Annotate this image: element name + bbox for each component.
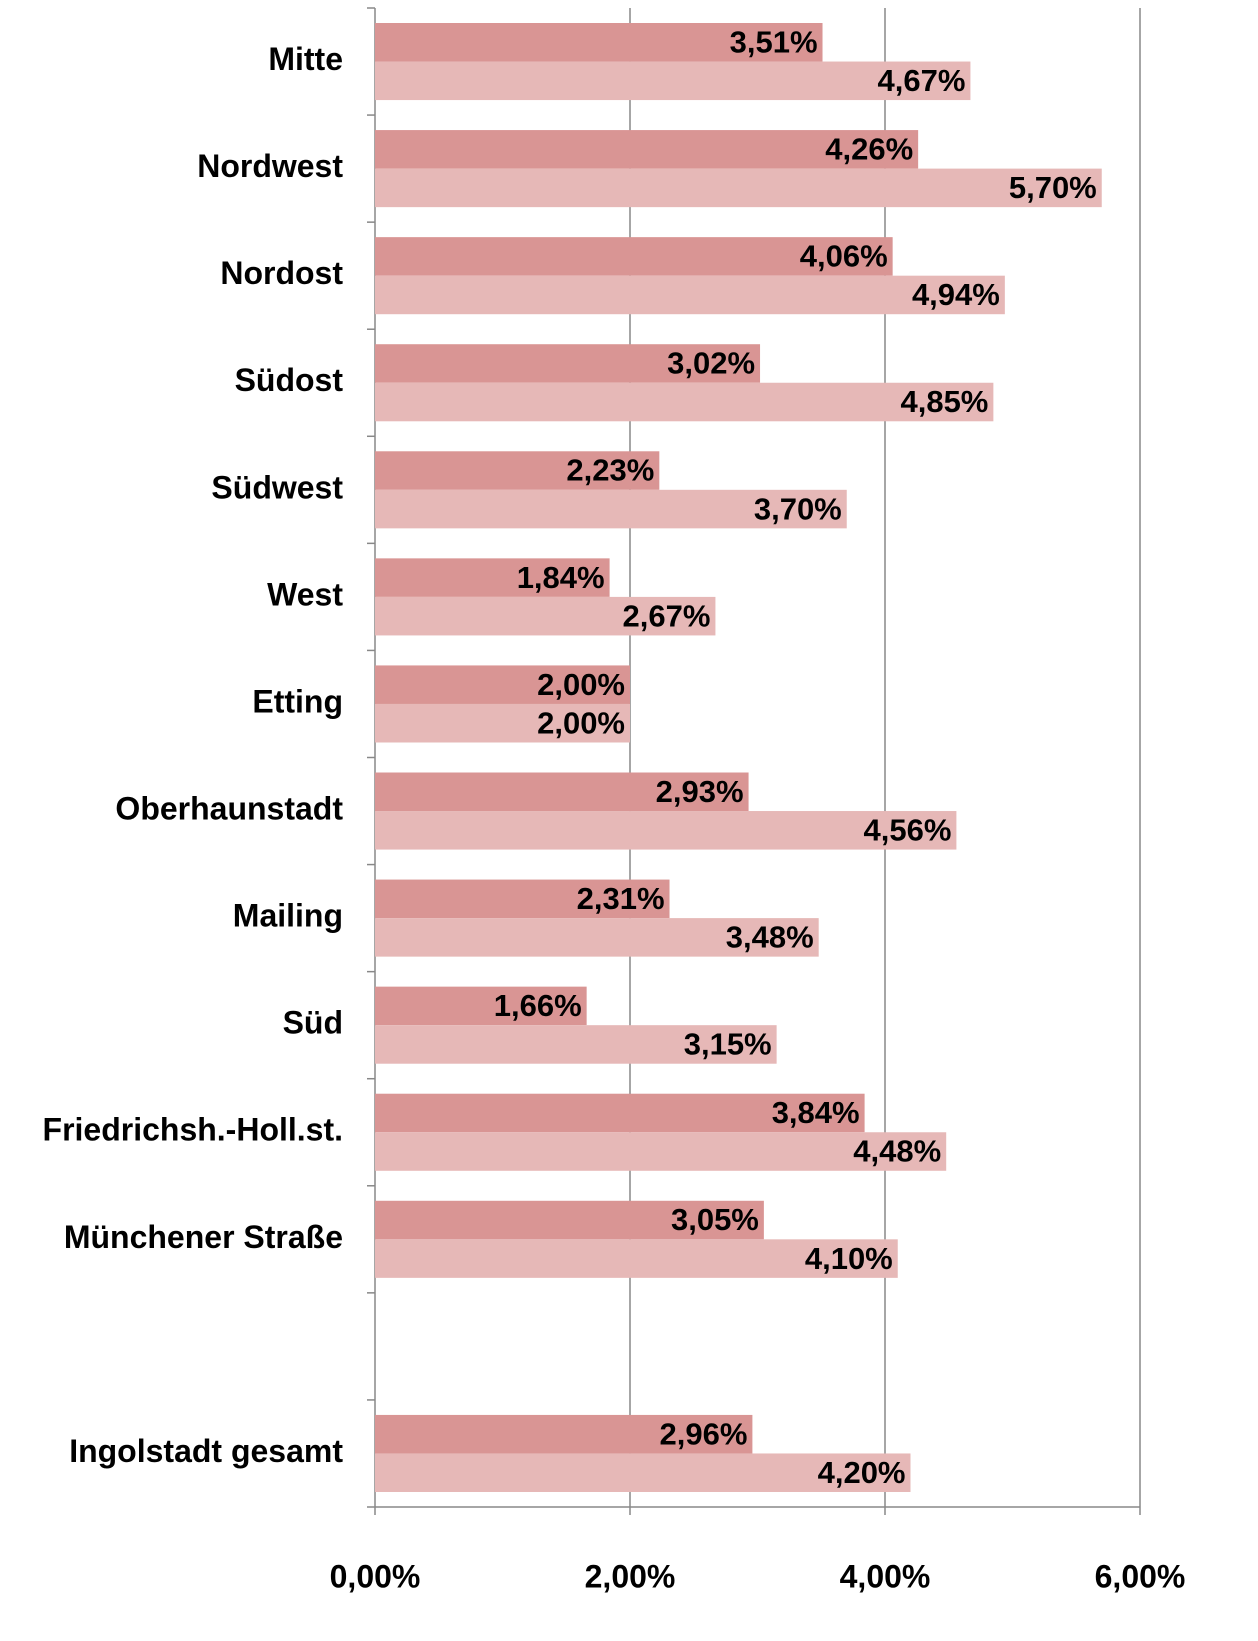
bar [375,879,670,919]
bar [375,451,660,490]
bar [375,237,893,276]
value-label: 5,70% [1009,170,1097,205]
bar [375,1132,947,1171]
category-label: Münchener Straße [64,1219,343,1255]
bar [375,1200,764,1240]
category-label: Süd [283,1005,343,1041]
bar [375,1239,898,1278]
bar [375,1025,777,1064]
value-label: 3,02% [667,346,755,381]
category-label: Oberhaunstadt [115,790,343,826]
bar [375,665,630,704]
category-label: Nordost [220,255,343,291]
bar [375,275,1005,315]
value-label: 4,56% [863,812,951,847]
bar [375,811,957,850]
value-label: 2,93% [656,774,744,809]
bar [375,772,749,812]
value-label: 3,70% [754,491,842,526]
x-tick-label: 2,00% [585,1558,676,1594]
value-label: 4,67% [878,63,966,98]
category-label: Friedrichsh.-Holl.st. [43,1112,343,1148]
bar [375,703,630,743]
value-label: 4,85% [900,384,988,419]
value-label: 4,06% [800,239,888,274]
value-label: 3,15% [684,1027,772,1062]
value-label: 2,96% [659,1416,747,1451]
value-label: 4,48% [853,1134,941,1169]
value-label: 2,23% [566,453,654,488]
bar [375,986,587,1026]
category-label: Südost [235,362,344,398]
value-label: 2,67% [623,598,711,633]
value-label: 4,10% [805,1241,893,1276]
category-label: Nordwest [197,148,343,184]
value-label: 4,20% [818,1455,906,1490]
bar [375,1414,753,1454]
bar [375,130,919,169]
value-label: 2,31% [577,881,665,916]
value-label: 1,66% [494,988,582,1023]
bar [375,61,971,101]
value-label: 2,00% [537,667,625,702]
value-label: 3,05% [671,1202,759,1237]
category-label: Mailing [233,898,343,934]
bar [375,168,1102,208]
bar [375,344,761,383]
category-label: Mitte [268,41,343,77]
value-label: 4,26% [825,132,913,167]
category-label: West [267,576,343,612]
value-label: 2,00% [537,705,625,740]
category-label: Südwest [211,469,343,505]
value-label: 4,94% [912,277,1000,312]
bar [375,596,716,636]
bar [375,23,823,62]
bar [375,1093,865,1133]
bar [375,558,610,597]
bar [375,382,994,422]
x-tick-label: 4,00% [840,1558,931,1594]
value-label: 3,51% [730,24,818,59]
value-label: 3,84% [772,1095,860,1130]
bar [375,918,819,957]
bar [375,1453,911,1492]
category-label: Etting [252,683,343,719]
x-tick-label: 0,00% [330,1558,421,1594]
x-tick-label: 6,00% [1095,1558,1186,1594]
bar [375,489,847,529]
value-label: 3,48% [726,920,814,955]
category-label: Ingolstadt gesamt [69,1433,343,1469]
value-label: 1,84% [517,560,605,595]
